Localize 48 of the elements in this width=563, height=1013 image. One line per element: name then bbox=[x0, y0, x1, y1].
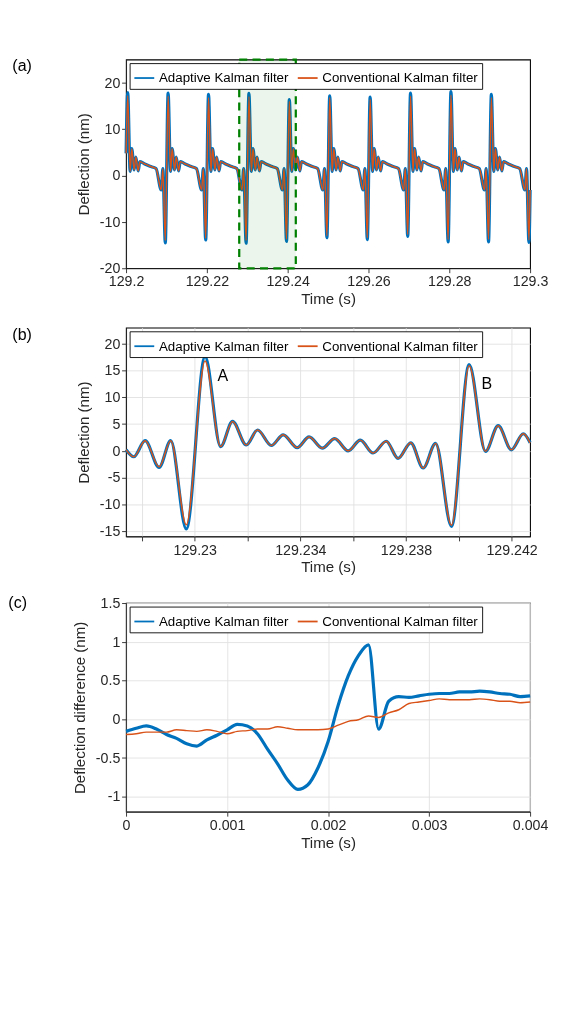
y-tick-label: 10 bbox=[104, 121, 121, 138]
legend-label: Adaptive Kalman filter bbox=[158, 70, 290, 86]
y-tick-label: -5 bbox=[107, 469, 121, 486]
y-tick-label: -1 bbox=[107, 788, 121, 805]
y-tick-label: 0.5 bbox=[100, 672, 121, 689]
annotation: B bbox=[481, 374, 493, 392]
x-axis-title: Time (s) bbox=[301, 558, 356, 576]
x-tick-label: 129.242 bbox=[486, 541, 538, 558]
chart-title: (b) bbox=[12, 326, 32, 344]
x-tick-label: 0.004 bbox=[512, 816, 549, 833]
y-tick-label: 15 bbox=[104, 362, 121, 379]
x-axis-title: Time (s) bbox=[301, 833, 356, 851]
chart-title: (c) bbox=[8, 594, 27, 612]
legend-label: Adaptive Kalman filter bbox=[158, 613, 290, 629]
y-tick-label: 20 bbox=[104, 74, 121, 91]
legend-label: Conventional Kalman filter bbox=[322, 613, 479, 629]
y-tick-label: 1 bbox=[112, 633, 121, 650]
y-tick-label: 20 bbox=[104, 335, 121, 352]
x-tick-label: 129.24 bbox=[266, 273, 310, 290]
y-tick-label: -10 bbox=[99, 496, 121, 513]
x-tick-label: 129.26 bbox=[347, 273, 391, 290]
legend-label: Adaptive Kalman filter bbox=[158, 338, 290, 354]
x-axis-title: Time (s) bbox=[301, 290, 356, 308]
legend-label: Conventional Kalman filter bbox=[322, 338, 479, 354]
y-tick-label: -10 bbox=[99, 213, 121, 230]
x-tick-label: 129.234 bbox=[275, 541, 327, 558]
y-tick-label: 0 bbox=[112, 710, 121, 727]
y-tick-label: 0 bbox=[112, 442, 121, 459]
y-axis-title: Deflection (nm) bbox=[75, 113, 93, 216]
x-tick-label: 0.001 bbox=[209, 816, 246, 833]
y-tick-label: -15 bbox=[99, 523, 121, 540]
y-axis-title: Deflection (nm) bbox=[75, 381, 93, 484]
x-tick-label: 0.002 bbox=[310, 816, 347, 833]
x-tick-label: 129.23 bbox=[173, 541, 217, 558]
x-tick-label: 129.3 bbox=[512, 273, 549, 290]
annotation: A bbox=[217, 366, 229, 384]
x-tick-label: 129.28 bbox=[428, 273, 472, 290]
x-tick-label: 129.238 bbox=[380, 541, 433, 558]
y-tick-label: 1.5 bbox=[100, 594, 121, 611]
chart-title: (a) bbox=[12, 56, 32, 74]
y-tick-label: 5 bbox=[112, 415, 121, 432]
y-tick-label: -0.5 bbox=[95, 749, 121, 766]
y-tick-label: 10 bbox=[104, 389, 121, 406]
y-axis-title: Deflection difference (nm) bbox=[71, 621, 89, 795]
x-tick-label: 0.003 bbox=[411, 816, 448, 833]
x-tick-label: 129.22 bbox=[185, 273, 230, 290]
legend-label: Conventional Kalman filter bbox=[322, 70, 479, 86]
y-tick-label: 0 bbox=[112, 167, 121, 184]
